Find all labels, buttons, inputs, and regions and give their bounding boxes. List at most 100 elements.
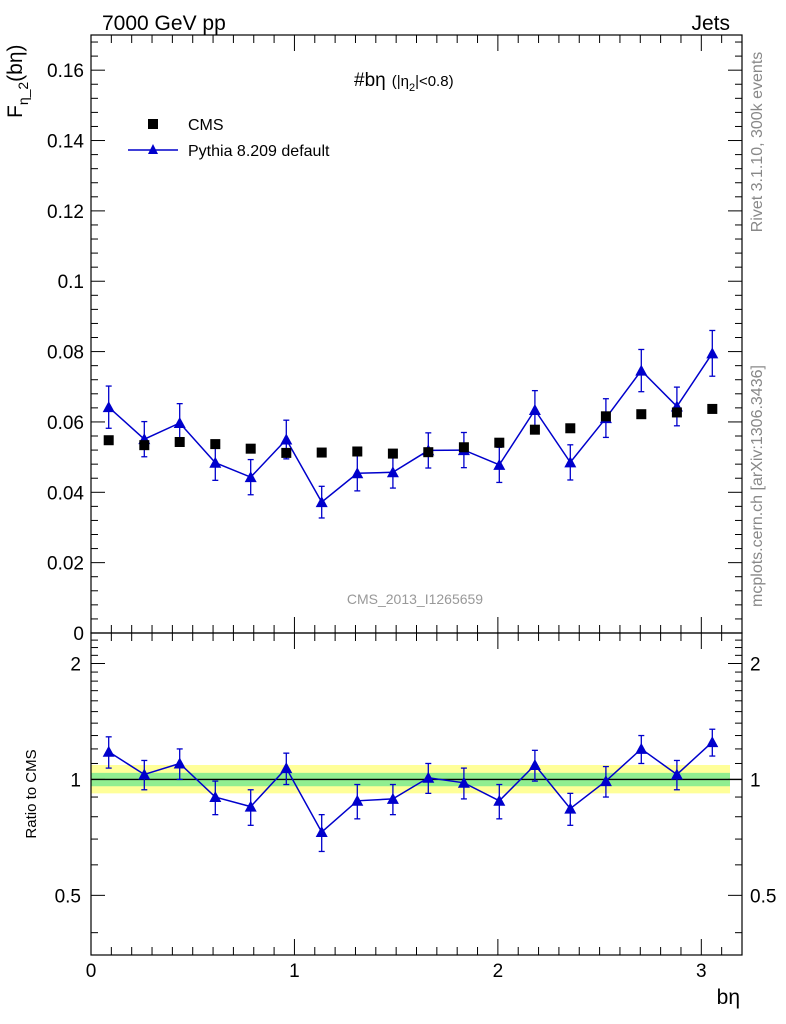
pythia-point [706,347,719,359]
ratio-point [528,759,541,771]
legend: CMS Pythia 8.209 default [128,117,330,160]
pythia-point [244,471,257,483]
main-y-tick-label: 0 [73,624,84,645]
x-tick-label: 3 [696,961,707,982]
ratio-point [457,776,470,788]
pythia-point [173,416,186,428]
ratio-point [564,802,577,814]
mcplots-label: mcplots.cern.ch [arXiv:1306.3436] [749,365,766,607]
cms-point [671,407,682,418]
pythia-line [108,352,713,504]
main-x-ticks [90,35,743,633]
x-tick-label: 1 [289,961,300,982]
ratio-y-tick-label-right: 2 [750,654,761,675]
ratio-y-tick-label-left: 2 [70,654,81,675]
ratio-pythia-line [108,741,713,834]
ratio-point [209,791,222,803]
main-ylabel-subscript: η_2 [15,82,31,106]
plot-title-sub: (|η [392,73,409,90]
ratio-point [599,775,612,787]
cms-point [316,447,327,458]
cms-point [636,409,647,420]
pythia-point [386,466,399,478]
legend-pythia-label: Pythia 8.209 default [188,143,330,160]
ratio-point [315,826,328,838]
plot-title-main: #bη [354,70,386,91]
ratio-panel: 0.5 0.5 1 1 2 2 0 1 2 3 Ratio to CMS bη [23,632,776,1009]
cms-point [245,443,256,454]
ratio-y-tick-label-right: 1 [750,770,761,791]
main-y-tick-label: 0.1 [58,272,84,293]
ratio-y-ticks: 0.5 0.5 1 1 2 2 [55,639,776,934]
legend-cms-marker [148,119,158,129]
ratio-point [635,742,648,754]
plot-title-subscript: 2 [409,82,415,94]
legend-pythia-marker [148,144,158,154]
cms-point [707,403,718,414]
ratio-point [386,792,399,804]
x-tick-label: 2 [493,961,504,982]
main-ylabel-tail: (bη) [4,44,27,81]
cms-point [387,448,398,459]
ratio-point [670,768,683,780]
cms-point [423,447,434,458]
header-left: 7000 GeV pp [102,12,226,35]
cms-point [210,439,221,450]
ratio-point [173,757,186,769]
pythia-point [315,496,328,508]
cms-point [281,447,292,458]
cms-point [103,435,114,446]
plot-title: #bη (|η2|<0.8) [354,70,454,94]
main-data-layer [102,329,719,519]
cms-point [529,424,540,435]
main-y-tick-label: 0.02 [47,554,84,575]
ratio-point [102,745,115,757]
rivet-label: Rivet 3.1.10, 300k events [749,52,766,233]
watermark: CMS_2013_I1265659 [347,591,483,607]
cms-point [600,411,611,422]
ratio-point [351,794,364,806]
ratio-y-tick-label-left: 1 [70,770,81,791]
ratio-point [138,768,151,780]
legend-cms-label: CMS [188,117,224,134]
main-y-tick-label: 0.04 [47,483,84,504]
ratio-frame [90,632,743,956]
main-ylabel-main: F [4,105,27,118]
pythia-point [351,467,364,479]
pythia-point [528,403,541,415]
pythia-point [280,433,293,445]
ratio-point [493,794,506,806]
main-y-tick-label: 0.06 [47,413,84,434]
ratio-x-ticks: 0 1 2 3 [86,633,743,982]
cms-point [139,440,150,451]
ratio-ylabel: Ratio to CMS [23,749,40,838]
pythia-point [493,458,506,470]
cms-point [494,437,505,448]
main-y-tick-label: 0.16 [47,61,84,82]
ratio-point [280,762,293,774]
x-axis-label: bη [717,986,740,1009]
ratio-y-tick-label-right: 0.5 [750,886,776,907]
main-y-tick-label: 0.14 [47,132,84,153]
cms-point [352,446,363,457]
plot-title-sub2: |<0.8) [415,73,454,90]
main-panel: 0 0.02 0.04 0.06 0.08 0.1 0.12 0.14 0.16 #bη (|η2… [4,34,743,645]
ratio-band-layer [91,765,742,794]
ratio-y-tick-label-left: 0.5 [55,886,81,907]
ratio-point [422,771,435,783]
pythia-point [564,456,577,468]
ratio-data-layer [102,728,719,853]
cms-point [458,442,469,453]
pythia-point [209,456,222,468]
cms-point [174,436,185,447]
header-right: Jets [691,12,730,35]
pythia-point [102,401,115,413]
main-y-ticks: 0 0.02 0.04 0.06 0.08 0.1 0.12 0.14 0.16 [47,41,742,645]
ratio-point [706,736,719,748]
main-y-tick-label: 0.08 [47,343,84,364]
x-tick-label: 0 [86,961,97,982]
main-y-tick-label: 0.12 [47,202,84,223]
ratio-point [244,800,257,812]
pythia-point [635,364,648,376]
